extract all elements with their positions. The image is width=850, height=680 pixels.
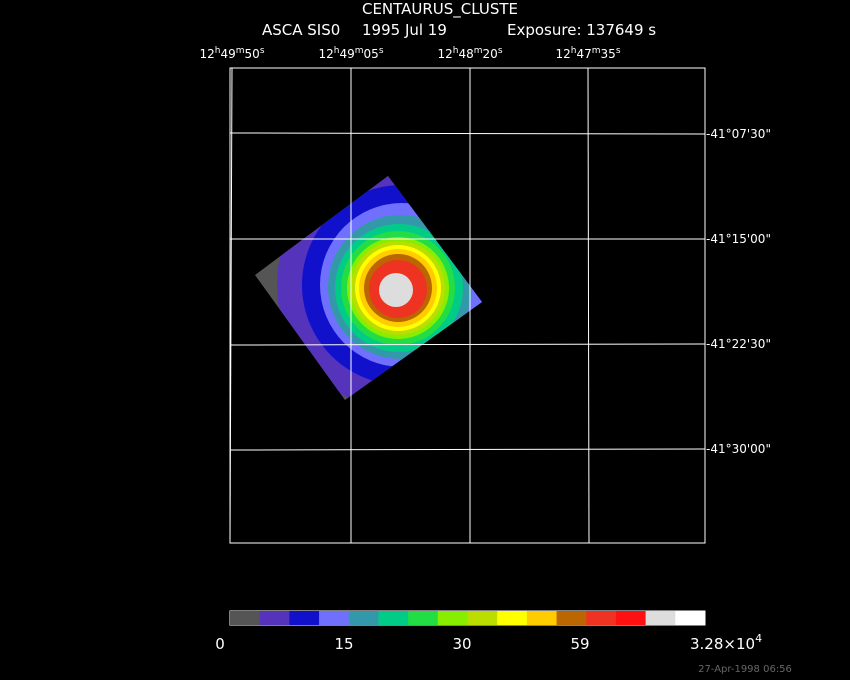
colorbar-segment — [378, 611, 409, 625]
colorbar-max-label: 3.28×104 — [690, 632, 762, 653]
date: 1995 Jul 19 — [362, 21, 447, 39]
ra-unit: s — [616, 46, 621, 56]
ra-label: 12h49m05s — [318, 46, 383, 61]
coordinate-grid — [229, 67, 706, 544]
colorbar-segment — [526, 611, 558, 625]
ra-value: 48 — [458, 47, 473, 61]
colorbar-segment — [289, 611, 320, 625]
ra-value: 12 — [318, 47, 333, 61]
colorbar-segment — [675, 611, 706, 625]
colorbar-segment — [230, 611, 261, 625]
ra-unit: h — [334, 46, 340, 56]
dec-label: -41°22'30" — [706, 337, 771, 351]
ra-value: 20 — [483, 47, 498, 61]
timestamp: 27-Apr-1998 06:56 — [698, 664, 792, 675]
title: CENTAURUS_CLUSTE — [362, 0, 518, 19]
colorbar-label: 30 — [452, 635, 471, 653]
colorbar-segment — [586, 611, 617, 625]
dec-label: -41°30'00" — [706, 442, 771, 456]
colorbar-label: 0 — [215, 635, 225, 653]
ra-unit: s — [260, 46, 265, 56]
colorbar-segment — [437, 611, 468, 625]
ra-unit: s — [379, 46, 384, 56]
ra-label: 12h48m20s — [437, 46, 502, 61]
ra-value: 49 — [220, 47, 235, 61]
exponent: 4 — [755, 632, 762, 645]
ra-label: 12h47m35s — [555, 46, 620, 61]
ra-value: 12 — [555, 47, 570, 61]
mantissa: 3.28×10 — [690, 635, 755, 653]
colorbar-segment — [467, 611, 498, 625]
ra-unit: h — [571, 46, 577, 56]
ra-value: 49 — [339, 47, 354, 61]
ra-unit: m — [236, 46, 245, 56]
ra-value: 12 — [437, 47, 452, 61]
ra-label: 12h49m50s — [199, 46, 264, 61]
ra-value: 12 — [199, 47, 214, 61]
colorbar-segment — [556, 611, 587, 625]
ra-value: 50 — [245, 47, 260, 61]
frame — [229, 67, 706, 544]
ra-unit: m — [592, 46, 601, 56]
colorbar-label: 59 — [570, 635, 589, 653]
colorbar-segment — [259, 611, 290, 625]
exposure: Exposure: 137649 s — [507, 21, 656, 39]
colorbar-segment — [408, 611, 439, 625]
ra-value: 47 — [576, 47, 591, 61]
ra-unit: h — [215, 46, 221, 56]
ra-unit: h — [453, 46, 459, 56]
colorbar-segment — [497, 611, 528, 625]
dec-label: -41°07'30" — [706, 127, 771, 141]
ra-value: 05 — [364, 47, 379, 61]
ra-unit: m — [355, 46, 364, 56]
colorbar-segment — [645, 611, 676, 625]
instrument: ASCA SIS0 — [262, 21, 340, 39]
ra-unit: m — [474, 46, 483, 56]
dec-label: -41°15'00" — [706, 232, 771, 246]
ra-unit: s — [498, 46, 503, 56]
colorbar-label: 15 — [334, 635, 353, 653]
colorbar-segment — [615, 611, 647, 625]
ra-value: 35 — [601, 47, 616, 61]
colorbar-segment — [348, 611, 379, 625]
colorbar-segment — [319, 611, 350, 625]
xray-image — [255, 176, 482, 400]
